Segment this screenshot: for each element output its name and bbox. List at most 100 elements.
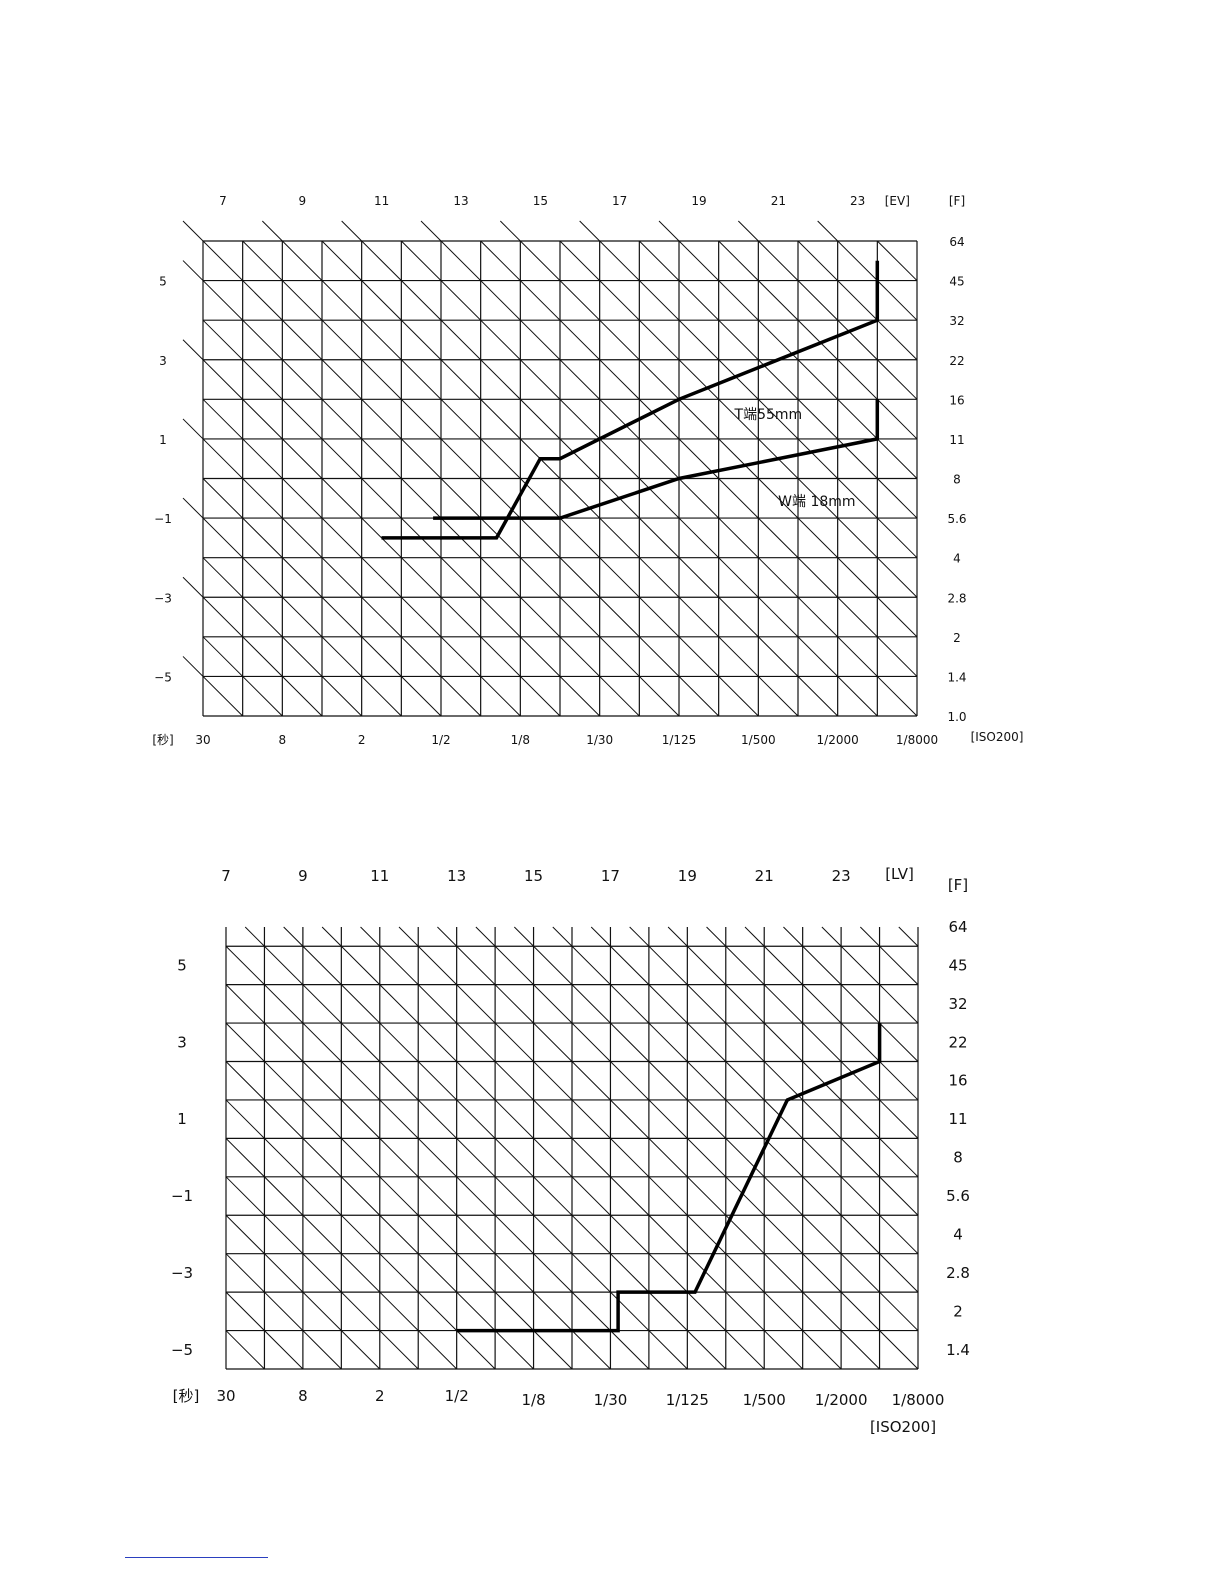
ev-diagonal-line [225, 1330, 265, 1370]
shutter-tick-label: 1/2 [431, 733, 450, 747]
ev-tick-label: 9 [299, 194, 307, 208]
f-tick-label: 16 [949, 393, 964, 407]
ev-diagonal-line [398, 926, 842, 1370]
ev-diagonal-line [225, 1138, 458, 1370]
left-tick-label: −3 [171, 1264, 193, 1282]
ev-diagonal-line [579, 220, 918, 559]
f-axis-label: [F] [949, 194, 965, 208]
ev-diagonal-line [658, 220, 918, 479]
ev-diagonal-line [202, 478, 442, 717]
shutter-tick-label: 1/125 [666, 1391, 709, 1409]
shutter-tick-label: 1/8000 [892, 1391, 945, 1409]
ev-diagonal-line [744, 926, 919, 1101]
ev-tick-label: 19 [691, 194, 706, 208]
f-tick-label: 22 [949, 354, 964, 368]
ev-diagonal-line [261, 220, 759, 717]
ev-diagonal-line [437, 926, 880, 1370]
iso-label: [ISO200] [971, 730, 1024, 744]
ev-tick-label: 21 [755, 867, 774, 885]
ev-tick-label: 17 [601, 867, 620, 885]
f-tick-label: 11 [949, 433, 964, 447]
f-tick-label: 32 [948, 995, 967, 1013]
shutter-tick-label: 1/8 [521, 1391, 545, 1409]
ev-tick-label: 15 [524, 867, 543, 885]
ev-diagonal-line [182, 220, 680, 717]
ev-tick-label: 15 [533, 194, 548, 208]
f-tick-label: 2.8 [946, 1264, 970, 1282]
program-line-1 [381, 260, 880, 540]
f-axis-label: [F] [948, 876, 968, 894]
ev-diagonal-line [737, 220, 918, 400]
left-tick-label: 3 [159, 354, 167, 368]
f-tick-label: 2.8 [947, 591, 966, 605]
shutter-tick-label: 1/500 [743, 1391, 786, 1409]
ev-diagonal-line [360, 926, 804, 1370]
ev-diagonal-line [283, 926, 727, 1370]
ev-diagonal-line [499, 220, 918, 638]
ev-diagonal-line [321, 240, 799, 717]
ev-diagonal-line [225, 945, 650, 1370]
ev-diagonal-line [797, 240, 918, 361]
ev-tick-label: 23 [850, 194, 865, 208]
ev-diagonal-line [590, 926, 919, 1255]
ev-diagonal-line [182, 656, 244, 717]
shutter-axis-label: [秒] [152, 733, 173, 747]
ev-diagonal-line [225, 1099, 496, 1370]
ev-diagonal-line [202, 319, 601, 717]
shutter-tick-label: 30 [216, 1387, 235, 1405]
shutter-tick-label: 8 [279, 733, 287, 747]
ev-tick-label: 13 [447, 867, 466, 885]
ev-diagonal-line [182, 339, 561, 717]
ev-diagonal-line [225, 1176, 419, 1370]
left-tick-label: 1 [159, 433, 167, 447]
f-tick-label: 22 [948, 1033, 967, 1051]
shutter-tick-label: 30 [195, 733, 210, 747]
ev-diagonal-line [182, 497, 402, 717]
f-tick-label: 4 [953, 552, 961, 566]
ev-diagonal-line [475, 926, 919, 1370]
ev-diagonal-line [182, 418, 482, 717]
ev-diagonal-line [859, 926, 919, 986]
ev-diagonal-line [513, 926, 919, 1331]
ev-diagonal-line [202, 398, 521, 717]
ev-diagonal-line [898, 926, 919, 947]
left-tick-label: 5 [177, 956, 187, 974]
ev-diagonal-line [321, 926, 765, 1370]
ev-tick-label: 19 [678, 867, 697, 885]
shutter-tick-label: 1/125 [662, 733, 697, 747]
shutter-tick-label: 1/2000 [817, 733, 859, 747]
f-tick-label: 5.6 [946, 1187, 970, 1205]
ev-diagonal-line [667, 926, 919, 1178]
shutter-tick-label: 1/500 [741, 733, 776, 747]
f-tick-label: 45 [948, 956, 967, 974]
ev-diagonal-line [244, 926, 688, 1370]
shutter-tick-label: 1/2000 [815, 1391, 868, 1409]
ev-diagonal-line [718, 240, 918, 440]
ev-tick-label: 7 [221, 867, 231, 885]
f-tick-label: 16 [948, 1072, 967, 1090]
ev-diagonal-line [225, 1291, 304, 1370]
f-tick-label: 2 [953, 631, 961, 645]
ev-diagonal-line [552, 926, 919, 1293]
left-tick-label: 3 [177, 1033, 187, 1051]
f-tick-label: 1.0 [947, 710, 966, 724]
ev-diagonal-line [225, 1022, 573, 1370]
ev-diagonal-line [242, 240, 720, 717]
ev-tick-label: 7 [219, 194, 227, 208]
f-tick-label: 11 [948, 1110, 967, 1128]
left-tick-label: 1 [177, 1110, 187, 1128]
ev-diagonal-line [706, 926, 919, 1139]
shutter-axis-label: [秒] [173, 1387, 200, 1405]
ev-diagonal-line [225, 1061, 534, 1370]
ev-axis-label: [LV] [885, 865, 914, 883]
ev-diagonal-line [821, 926, 919, 1024]
ev-tick-label: 13 [453, 194, 468, 208]
ev-diagonal-line [182, 260, 640, 717]
ev-tick-label: 21 [771, 194, 786, 208]
program-line-chart-lv: 7 9 11 13 15 17 19 21 23 [LV][F]64453222161185.64… [171, 865, 970, 1436]
series-label: W端 18mm [778, 494, 855, 510]
ev-tick-label: 23 [832, 867, 851, 885]
f-tick-label: 8 [953, 1149, 963, 1167]
ev-diagonal-line [225, 1214, 381, 1370]
shutter-tick-label: 2 [358, 733, 366, 747]
